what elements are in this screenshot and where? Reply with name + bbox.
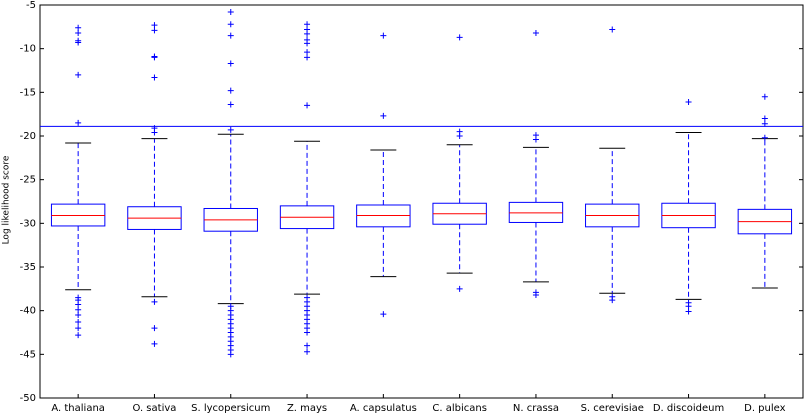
x-tick-label: C. albicans <box>432 403 487 414</box>
outlier <box>75 24 82 31</box>
x-tick-label: O. sativa <box>132 403 176 414</box>
outlier <box>227 101 234 108</box>
outlier <box>380 32 387 39</box>
outlier <box>304 102 311 109</box>
outlier <box>227 32 234 39</box>
y-tick-label: -50 <box>20 393 36 404</box>
outlier <box>304 342 311 349</box>
x-tick-label: A. thaliana <box>51 403 105 414</box>
y-tick-label: -15 <box>20 87 36 98</box>
outlier <box>75 332 82 339</box>
y-tick-label: -5 <box>26 0 36 11</box>
outlier <box>151 129 158 136</box>
outlier <box>151 54 158 61</box>
outlier <box>532 29 539 36</box>
outlier <box>761 115 768 122</box>
outlier <box>304 329 311 336</box>
x-tick-label: D. discoideum <box>653 403 724 414</box>
outlier <box>75 312 82 319</box>
outlier <box>304 30 311 37</box>
outlier <box>685 308 692 315</box>
outlier <box>761 93 768 100</box>
y-tick-label: -35 <box>20 262 36 273</box>
outlier <box>609 297 616 304</box>
x-tick-label: S. cerevisiae <box>581 403 644 414</box>
outlier <box>380 311 387 318</box>
outlier <box>380 112 387 119</box>
outlier <box>761 134 768 141</box>
outlier <box>151 27 158 34</box>
outlier <box>75 39 82 46</box>
plot-frame <box>39 4 804 399</box>
outlier <box>75 119 82 126</box>
outlier <box>685 98 692 105</box>
outlier <box>75 325 82 332</box>
outlier <box>151 340 158 347</box>
outlier <box>456 34 463 41</box>
outlier <box>304 348 311 355</box>
outlier <box>761 120 768 127</box>
outlier <box>75 301 82 308</box>
outlier <box>227 351 234 358</box>
outlier <box>227 8 234 15</box>
outlier <box>151 325 158 332</box>
y-tick-label: -25 <box>20 175 36 186</box>
outlier <box>456 285 463 292</box>
outlier <box>75 29 82 36</box>
y-tick-label: -30 <box>20 218 36 229</box>
x-tick-label: S. lycopersicum <box>191 403 270 414</box>
y-tick-label: -45 <box>20 349 36 360</box>
x-tick-label: Z. mays <box>287 403 327 414</box>
outlier <box>151 74 158 81</box>
outlier <box>609 26 616 33</box>
outlier <box>75 306 82 313</box>
outlier <box>685 303 692 310</box>
outlier <box>227 126 234 133</box>
x-tick-label: N. crassa <box>513 403 559 414</box>
outlier <box>151 22 158 29</box>
y-tick-label: -20 <box>20 131 36 142</box>
outlier <box>304 49 311 56</box>
outlier <box>75 71 82 78</box>
outlier <box>304 21 311 28</box>
outlier <box>304 54 311 61</box>
outlier <box>532 291 539 298</box>
outlier <box>304 40 311 47</box>
y-axis-label: Log likelihood score <box>2 155 12 244</box>
outlier <box>227 87 234 94</box>
outlier <box>75 319 82 326</box>
x-tick-label: A. capsulatus <box>350 403 417 414</box>
outlier <box>532 136 539 143</box>
x-tick-label: D. pulex <box>744 403 785 414</box>
outlier <box>456 133 463 139</box>
outlier <box>227 60 234 67</box>
y-tick-label: -40 <box>20 306 36 317</box>
outlier <box>227 21 234 28</box>
outlier <box>151 298 158 305</box>
y-tick-label: -10 <box>20 44 36 55</box>
